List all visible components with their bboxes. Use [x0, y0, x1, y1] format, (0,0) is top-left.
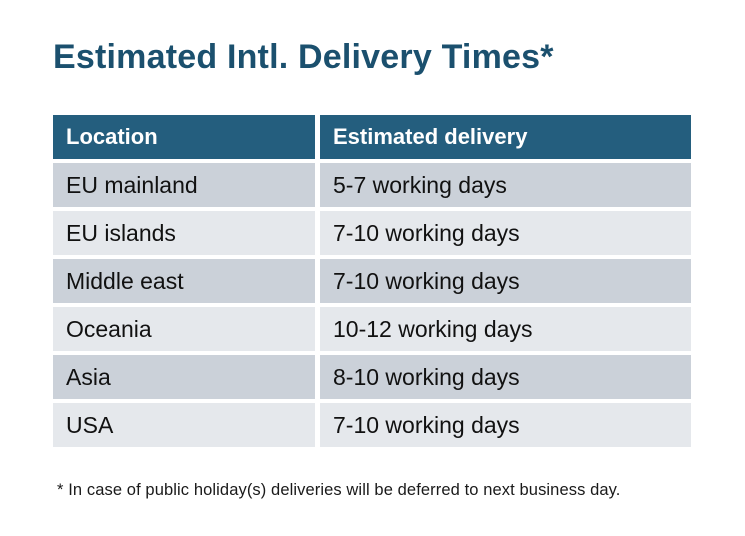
location-cell: EU mainland [53, 163, 315, 207]
location-cell: USA [53, 403, 315, 447]
delivery-times-table: Location Estimated delivery EU mainland … [53, 115, 691, 447]
table-row: USA 7-10 working days [53, 403, 691, 447]
table-header-row: Location Estimated delivery [53, 115, 691, 159]
delivery-cell: 7-10 working days [320, 403, 691, 447]
location-cell: Oceania [53, 307, 315, 351]
delivery-cell: 7-10 working days [320, 211, 691, 255]
delivery-cell: 7-10 working days [320, 259, 691, 303]
delivery-cell: 5-7 working days [320, 163, 691, 207]
delivery-cell: 10-12 working days [320, 307, 691, 351]
location-cell: EU islands [53, 211, 315, 255]
table-body: EU mainland 5-7 working days EU islands … [53, 163, 691, 447]
delivery-cell: 8-10 working days [320, 355, 691, 399]
location-cell: Asia [53, 355, 315, 399]
table-row: Middle east 7-10 working days [53, 259, 691, 303]
column-header-estimated-delivery: Estimated delivery [320, 115, 691, 159]
table-row: Oceania 10-12 working days [53, 307, 691, 351]
page-title: Estimated Intl. Delivery Times* [53, 38, 554, 76]
table-row: EU mainland 5-7 working days [53, 163, 691, 207]
column-header-location: Location [53, 115, 315, 159]
footnote: * In case of public holiday(s) deliverie… [57, 481, 621, 499]
table-row: Asia 8-10 working days [53, 355, 691, 399]
location-cell: Middle east [53, 259, 315, 303]
table-row: EU islands 7-10 working days [53, 211, 691, 255]
